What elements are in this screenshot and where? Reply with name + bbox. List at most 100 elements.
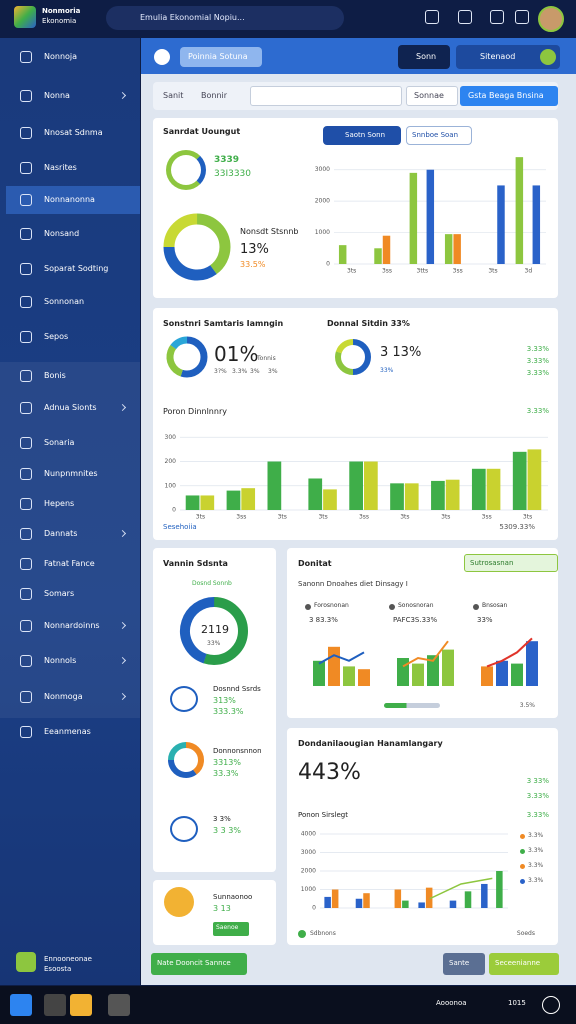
nav-item[interactable]: Eeanmenas xyxy=(44,727,91,736)
nav-icon[interactable] xyxy=(20,726,32,738)
badge-text[interactable]: Sutrosasnan xyxy=(470,559,514,567)
filter-tab[interactable]: Sanit xyxy=(163,91,184,100)
taskbar-icon[interactable] xyxy=(70,994,92,1016)
nav-item[interactable]: Nonnardoinns xyxy=(44,621,100,630)
nav-item[interactable]: Fatnat Fance xyxy=(44,559,95,568)
bar xyxy=(481,883,488,908)
action-text[interactable]: Seceenianne xyxy=(495,959,541,967)
filter-button[interactable] xyxy=(460,86,558,106)
action-button[interactable] xyxy=(443,953,485,975)
action-button[interactable] xyxy=(489,953,559,975)
nav-item[interactable]: Nonnanonna xyxy=(44,195,95,204)
bar xyxy=(394,889,402,908)
nav-icon[interactable] xyxy=(20,655,32,667)
taskbar-icon[interactable] xyxy=(10,994,32,1016)
search-text: Emulia Ekonomial Nopiu... xyxy=(140,13,245,22)
trend-line xyxy=(486,637,533,668)
toggle-text[interactable]: Snnboe Soan xyxy=(412,131,459,139)
bar xyxy=(313,660,325,686)
toolbar-icon[interactable] xyxy=(425,10,439,24)
toggle[interactable] xyxy=(323,126,401,145)
badge[interactable] xyxy=(464,554,558,572)
nav-icon[interactable] xyxy=(20,620,32,632)
nav-item[interactable]: Nonnoja xyxy=(44,52,78,61)
nav-item[interactable]: Dannats xyxy=(44,529,78,538)
nav-item[interactable]: Nonsand xyxy=(44,229,80,238)
panel-footer: 3.5% xyxy=(519,702,535,709)
nav-item[interactable]: Bonis xyxy=(44,371,66,380)
toggle-text[interactable]: Saotn Sonn xyxy=(345,131,386,139)
nav-icon[interactable] xyxy=(20,437,32,449)
toolbar-icon[interactable] xyxy=(458,10,472,24)
bar xyxy=(515,157,524,264)
gauge-icon xyxy=(166,150,206,190)
filter-tab[interactable]: Bonnir xyxy=(201,91,228,100)
search-button-text[interactable]: Sonn xyxy=(416,52,437,61)
nav-icon[interactable] xyxy=(20,51,32,63)
nav-icon[interactable] xyxy=(20,194,32,206)
filter-select-text[interactable]: Sonnae xyxy=(414,91,444,100)
nav-icon[interactable] xyxy=(20,370,32,382)
globe-icon[interactable] xyxy=(542,996,560,1014)
nav-icon[interactable] xyxy=(20,127,32,139)
nav-icon[interactable] xyxy=(20,331,32,343)
avatar[interactable] xyxy=(538,6,564,32)
nav-icon[interactable] xyxy=(20,588,32,600)
nav-item[interactable]: Sonnonan xyxy=(44,297,85,306)
taskbar-icon[interactable] xyxy=(44,994,66,1016)
search-button[interactable] xyxy=(398,45,450,69)
nav-icon[interactable] xyxy=(20,90,32,102)
bar xyxy=(511,663,523,686)
search-bar[interactable] xyxy=(106,6,344,30)
nav-item[interactable]: Nnosat Sdnma xyxy=(44,128,103,137)
action-text[interactable]: Nate Dooncit Sannce xyxy=(157,959,231,967)
header-button[interactable] xyxy=(180,47,262,67)
user-name[interactable]: Sitenaod xyxy=(480,52,516,61)
toolbar-icon[interactable] xyxy=(490,10,504,24)
taskbar-icon[interactable] xyxy=(108,994,130,1016)
nav-icon[interactable] xyxy=(20,691,32,703)
nav-item[interactable]: Somars xyxy=(44,589,75,598)
nav-item[interactable]: Nonmoga xyxy=(44,692,83,701)
donut-label: Dosnd Sonnb xyxy=(192,580,232,587)
donut-title: Nonsdt Stsnnb xyxy=(240,227,299,236)
x-tick-label: 3ts xyxy=(196,514,205,521)
item-button[interactable] xyxy=(213,922,249,936)
donut-sub: 33% xyxy=(207,640,221,647)
nav-item[interactable]: Hepens xyxy=(44,499,75,508)
nav-icon[interactable] xyxy=(20,228,32,240)
nav-item[interactable]: Nasrites xyxy=(44,163,77,172)
nav-icon[interactable] xyxy=(20,296,32,308)
header-button-text[interactable]: Poinnia Sotuna xyxy=(188,52,248,61)
nav-icon[interactable] xyxy=(20,558,32,570)
panel-title: Dondanilaougian Hanamlangary xyxy=(298,739,443,748)
trend-line xyxy=(402,640,449,668)
nav-item[interactable]: Soparat Sodting xyxy=(44,264,109,273)
nav-icon[interactable] xyxy=(20,498,32,510)
nav-item[interactable]: Sonaria xyxy=(44,438,75,447)
nav-item[interactable]: Nunpnmnites xyxy=(44,469,98,478)
item-line: 33.3% xyxy=(213,769,239,778)
nav-item[interactable]: Adnua Sionts xyxy=(44,403,97,412)
nav-item[interactable]: Nonnols xyxy=(44,656,77,665)
donut-center: 2119 xyxy=(201,623,229,636)
toggle[interactable] xyxy=(406,126,472,145)
filter-button-text[interactable]: Gsta Beaga Bnsina xyxy=(468,91,544,100)
item-button-text[interactable]: Saenoe xyxy=(216,924,239,931)
sidebar-section xyxy=(0,362,140,718)
bar xyxy=(308,478,323,510)
nav-item[interactable]: Nonna xyxy=(44,91,70,100)
nav-icon[interactable] xyxy=(20,528,32,540)
action-button[interactable] xyxy=(151,953,247,975)
item-line: 333.3% xyxy=(213,707,244,716)
nav-icon[interactable] xyxy=(20,468,32,480)
nav-icon[interactable] xyxy=(20,402,32,414)
filter-search[interactable] xyxy=(250,86,402,106)
nav-icon[interactable] xyxy=(20,162,32,174)
nav-icon[interactable] xyxy=(20,263,32,275)
toolbar-icon[interactable] xyxy=(515,10,529,24)
filter-select[interactable] xyxy=(406,86,458,106)
nav-item[interactable]: Sepos xyxy=(44,332,69,341)
action-text[interactable]: Sante xyxy=(449,959,470,967)
